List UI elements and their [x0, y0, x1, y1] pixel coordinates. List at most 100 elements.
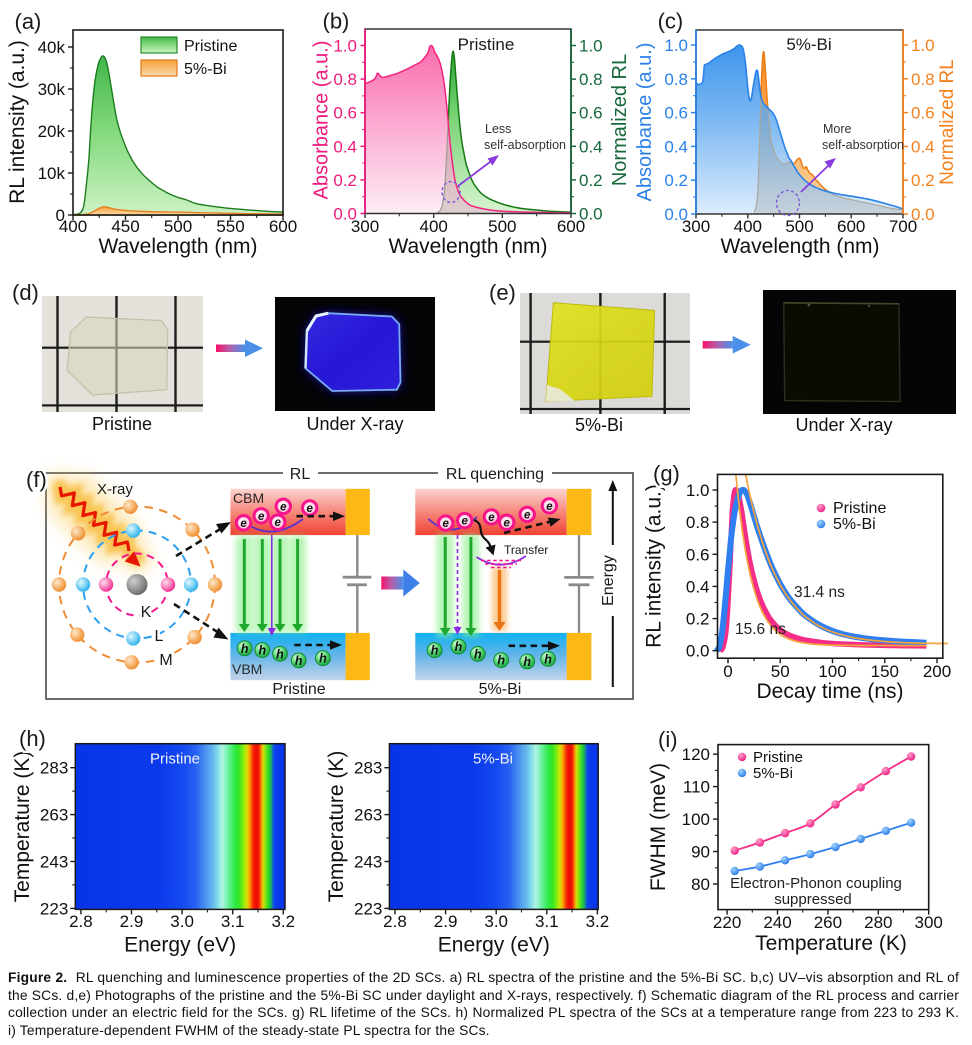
svg-text:Pristine: Pristine — [833, 500, 886, 517]
svg-text:0.0: 0.0 — [686, 642, 710, 661]
svg-text:243: 243 — [40, 853, 68, 872]
svg-text:3.1: 3.1 — [221, 912, 245, 931]
svg-text:100: 100 — [818, 662, 846, 681]
svg-text:0.8: 0.8 — [664, 70, 688, 89]
svg-text:110: 110 — [683, 778, 710, 797]
svg-text:500: 500 — [488, 217, 516, 236]
svg-text:RL quenching: RL quenching — [446, 466, 544, 483]
svg-text:e: e — [240, 518, 247, 530]
svg-text:2.8: 2.8 — [69, 912, 93, 931]
svg-text:31.4 ns: 31.4 ns — [794, 584, 845, 601]
svg-text:(e): (e) — [489, 280, 516, 305]
svg-text:15.6 ns: 15.6 ns — [735, 621, 786, 638]
svg-text:Energy: Energy — [600, 555, 617, 606]
svg-text:Absorbance (a.u.): Absorbance (a.u.) — [311, 41, 333, 200]
svg-text:0.2: 0.2 — [333, 171, 357, 190]
svg-text:0.0: 0.0 — [579, 205, 603, 224]
svg-text:263: 263 — [354, 806, 382, 825]
svg-text:80: 80 — [691, 875, 710, 894]
svg-text:self-absorption: self-absorption — [484, 138, 566, 152]
svg-text:e: e — [442, 518, 449, 530]
svg-text:Decay time (ns): Decay time (ns) — [756, 680, 903, 703]
svg-text:3.1: 3.1 — [535, 912, 559, 931]
svg-text:Wavelength (nm): Wavelength (nm) — [98, 235, 257, 258]
svg-text:5%-Bi: 5%-Bi — [786, 35, 831, 54]
svg-text:Wavelength (nm): Wavelength (nm) — [388, 235, 547, 258]
svg-text:150: 150 — [871, 662, 899, 681]
svg-text:220: 220 — [713, 913, 741, 932]
svg-text:0.6: 0.6 — [579, 104, 603, 123]
svg-text:(c): (c) — [658, 9, 684, 34]
svg-text:100: 100 — [682, 810, 710, 829]
svg-text:More: More — [823, 122, 852, 136]
svg-text:Energy (eV): Energy (eV) — [438, 933, 550, 956]
svg-text:h: h — [497, 654, 505, 668]
svg-text:30k: 30k — [38, 80, 66, 99]
svg-text:e: e — [546, 501, 553, 513]
svg-text:200: 200 — [923, 662, 951, 681]
svg-text:0.8: 0.8 — [911, 70, 935, 89]
svg-text:90: 90 — [691, 843, 710, 862]
svg-text:Under X-ray: Under X-ray — [795, 415, 892, 435]
svg-text:2.8: 2.8 — [383, 912, 407, 931]
svg-text:0.8: 0.8 — [333, 70, 357, 89]
svg-text:260: 260 — [814, 913, 842, 932]
svg-text:(d): (d) — [12, 280, 39, 305]
svg-text:0.4: 0.4 — [664, 137, 688, 156]
svg-text:Normalized RL: Normalized RL — [609, 54, 631, 186]
svg-text:h: h — [544, 652, 552, 666]
svg-text:50: 50 — [771, 662, 790, 681]
svg-text:Temperature (K): Temperature (K) — [11, 751, 34, 903]
svg-text:e: e — [258, 511, 265, 523]
svg-text:0.2: 0.2 — [686, 610, 710, 629]
svg-text:0.8: 0.8 — [686, 513, 710, 532]
svg-text:2.9: 2.9 — [434, 912, 458, 931]
svg-text:Under X-ray: Under X-ray — [306, 414, 403, 434]
svg-text:Temperature (K): Temperature (K) — [755, 932, 907, 955]
svg-text:h: h — [431, 644, 439, 658]
svg-text:243: 243 — [354, 853, 382, 872]
svg-text:Pristine: Pristine — [272, 681, 325, 698]
svg-text:120: 120 — [682, 745, 710, 764]
svg-text:Less: Less — [485, 122, 511, 136]
svg-text:RL intensity (a.u.): RL intensity (a.u.) — [6, 40, 29, 204]
svg-text:0.2: 0.2 — [911, 171, 935, 190]
svg-text:e: e — [306, 503, 313, 515]
svg-text:1.0: 1.0 — [911, 36, 935, 55]
svg-text:Temperature (K): Temperature (K) — [325, 751, 348, 903]
svg-text:h: h — [295, 654, 303, 668]
svg-text:Pristine: Pristine — [92, 414, 152, 434]
svg-text:M: M — [159, 652, 172, 669]
svg-text:263: 263 — [40, 806, 68, 825]
svg-text:3.2: 3.2 — [586, 912, 610, 931]
svg-text:3.0: 3.0 — [170, 912, 194, 931]
svg-text:e: e — [488, 512, 495, 524]
svg-text:500: 500 — [164, 217, 192, 236]
svg-text:X-ray: X-ray — [97, 481, 133, 498]
svg-text:0.6: 0.6 — [686, 545, 710, 564]
svg-text:300: 300 — [682, 217, 710, 236]
svg-text:(a): (a) — [15, 9, 42, 34]
svg-text:600: 600 — [269, 217, 297, 236]
svg-text:280: 280 — [864, 913, 892, 932]
svg-text:300: 300 — [915, 913, 943, 932]
svg-text:400: 400 — [59, 217, 87, 236]
svg-text:(g): (g) — [653, 461, 680, 486]
svg-text:h: h — [474, 647, 482, 661]
svg-text:e: e — [524, 509, 531, 521]
svg-text:L: L — [155, 628, 164, 645]
svg-text:10k: 10k — [38, 164, 66, 183]
svg-text:0.4: 0.4 — [686, 577, 710, 596]
svg-text:600: 600 — [837, 217, 865, 236]
svg-text:600: 600 — [557, 217, 585, 236]
svg-text:5%-Bi: 5%-Bi — [833, 516, 876, 533]
svg-text:Pristine: Pristine — [184, 38, 237, 55]
svg-text:(h): (h) — [19, 726, 46, 751]
svg-text:0: 0 — [723, 662, 732, 681]
svg-text:3.2: 3.2 — [271, 912, 295, 931]
svg-text:Wavelength (nm): Wavelength (nm) — [720, 235, 879, 258]
svg-text:h: h — [455, 640, 463, 654]
svg-text:K: K — [141, 604, 152, 621]
svg-text:e: e — [503, 517, 510, 529]
svg-text:1.0: 1.0 — [333, 37, 357, 56]
